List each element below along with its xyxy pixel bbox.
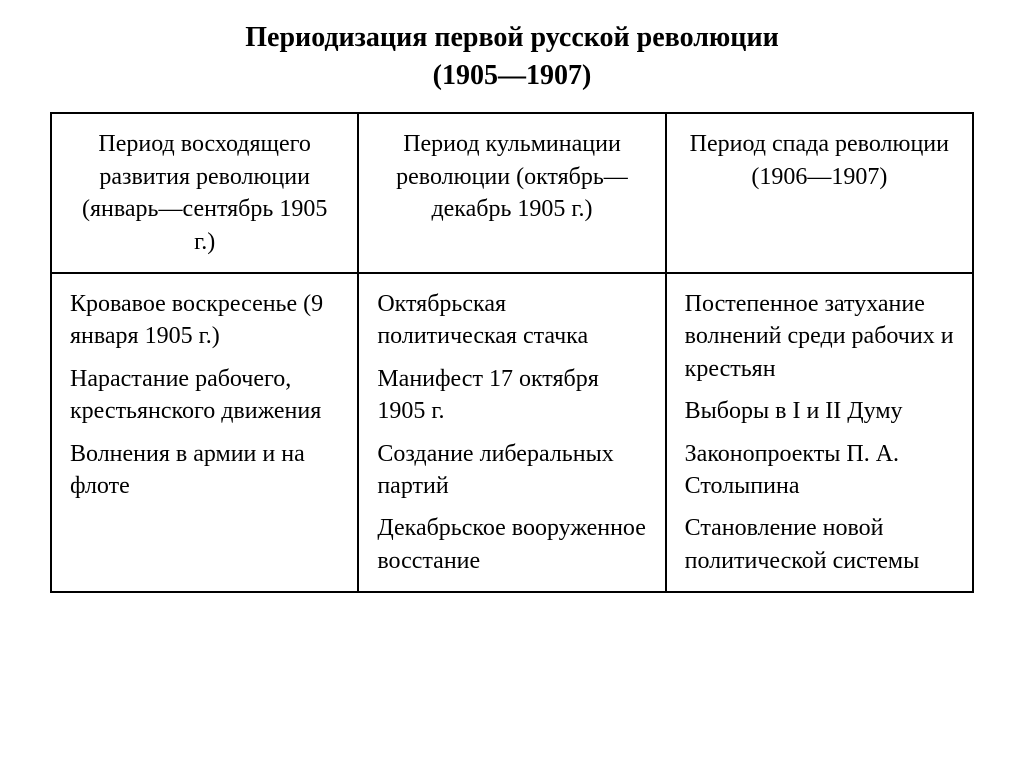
table-header-row: Период восходя­щего развития революции (…	[51, 113, 973, 273]
content-cell-1: Кровавое воскре­сенье (9 января 1905 г.)…	[51, 273, 358, 592]
cell-item: Волнения в ар­мии и на флоте	[70, 438, 339, 503]
cell-item: Законопроекты П. А. Столыпина	[685, 438, 954, 503]
cell-item: Манифест 17 октября 1905 г.	[377, 363, 646, 428]
cell-item: Выборы в I и II Думу	[685, 395, 954, 427]
header-cell-1: Период восходя­щего развития революции (…	[51, 113, 358, 273]
content-cell-2: Октябрьская политическая стачка Манифест…	[358, 273, 665, 592]
page-title-line1: Периодизация первой русской революции	[50, 20, 974, 56]
cell-item: Кровавое воскре­сенье (9 января 1905 г.)	[70, 288, 339, 353]
cell-item: Октябрьская политическая стачка	[377, 288, 646, 353]
cell-item: Декабрьское вооруженное восстание	[377, 512, 646, 577]
periodization-table: Период восходя­щего развития революции (…	[50, 112, 974, 593]
table-content-row: Кровавое воскре­сенье (9 января 1905 г.)…	[51, 273, 973, 592]
cell-item: Становление но­вой политиче­ской системы	[685, 512, 954, 577]
cell-item: Нарастание рабочего, кре­стьянского движ…	[70, 363, 339, 428]
cell-item: Постепенное затухание волне­ний среди ра…	[685, 288, 954, 385]
cell-item: Создание либе­ральных партий	[377, 438, 646, 503]
content-cell-3: Постепенное затухание волне­ний среди ра…	[666, 273, 973, 592]
header-cell-2: Период кульмина­ции революции (октябрь—д…	[358, 113, 665, 273]
page-title-line2: (1905—1907)	[50, 60, 974, 92]
header-cell-3: Период спада революции (1906—1907)	[666, 113, 973, 273]
